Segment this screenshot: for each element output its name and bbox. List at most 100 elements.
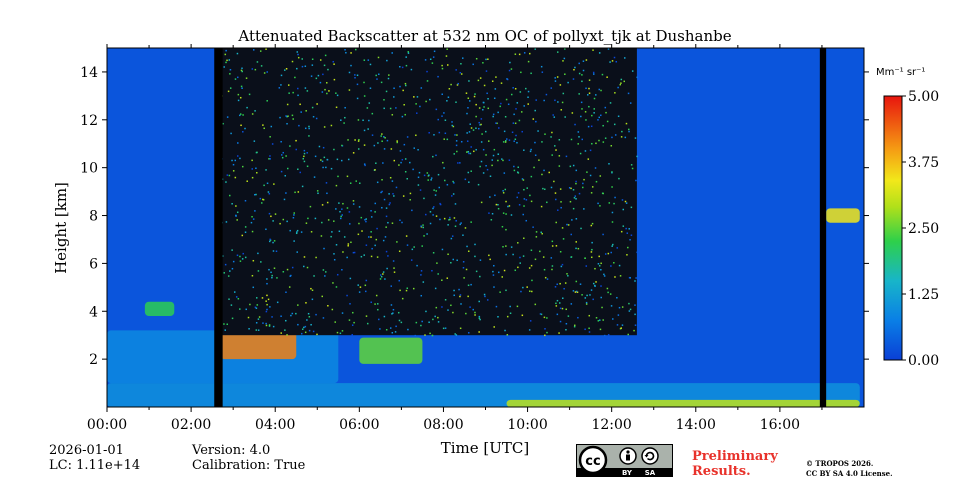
noise-speck — [257, 270, 260, 272]
noise-speck — [296, 229, 299, 232]
noise-speck — [425, 100, 427, 103]
noise-speck — [339, 332, 342, 335]
noise-speck — [407, 51, 410, 53]
noise-speck — [625, 122, 628, 125]
noise-speck — [362, 119, 364, 122]
noise-speck — [559, 282, 561, 285]
noise-speck — [445, 55, 448, 57]
noise-speck — [265, 48, 267, 50]
noise-speck — [508, 69, 511, 72]
noise-speck — [404, 82, 407, 85]
noise-speck — [570, 138, 573, 141]
noise-speck — [295, 312, 297, 315]
noise-speck — [401, 66, 404, 69]
noise-speck — [588, 327, 590, 330]
noise-speck — [339, 210, 341, 213]
noise-speck — [348, 71, 351, 74]
badge-by-text: BY — [622, 469, 633, 477]
noise-speck — [618, 306, 621, 309]
noise-speck — [371, 247, 373, 250]
noise-speck — [393, 87, 395, 90]
noise-speck — [293, 240, 295, 242]
noise-speck — [407, 52, 410, 54]
noise-speck — [406, 136, 409, 138]
noise-speck — [502, 192, 505, 194]
noise-speck — [555, 149, 557, 151]
noise-speck — [391, 52, 393, 54]
noise-speck — [276, 277, 278, 279]
noise-speck — [591, 241, 593, 244]
noise-speck — [562, 238, 565, 240]
noise-speck — [295, 139, 297, 142]
noise-speck — [352, 311, 354, 314]
noise-speck — [341, 312, 344, 314]
noise-speck — [556, 51, 559, 53]
noise-speck — [287, 167, 289, 170]
noise-speck — [226, 59, 228, 62]
noise-speck — [379, 328, 381, 330]
noise-speck — [336, 94, 339, 97]
noise-speck — [581, 294, 583, 296]
x-tick-label: 10:00 — [507, 417, 547, 433]
noise-speck — [545, 93, 548, 96]
noise-speck — [464, 178, 467, 181]
noise-speck — [387, 255, 389, 257]
noise-speck — [452, 193, 455, 195]
noise-speck — [383, 198, 386, 201]
noise-speck — [602, 124, 604, 127]
noise-speck — [509, 61, 511, 64]
noise-speck — [350, 64, 352, 67]
noise-speck — [522, 286, 524, 289]
noise-speck — [396, 241, 398, 243]
noise-speck — [626, 232, 629, 234]
noise-speck — [439, 218, 441, 221]
noise-speck — [355, 48, 357, 51]
noise-speck — [480, 160, 483, 163]
noise-speck — [303, 160, 306, 163]
noise-speck — [566, 223, 568, 226]
noise-speck — [460, 73, 463, 75]
noise-speck — [419, 189, 422, 191]
noise-speck — [473, 150, 475, 153]
noise-speck — [483, 101, 485, 104]
noise-speck — [510, 214, 513, 216]
noise-speck — [495, 203, 498, 206]
noise-speck — [505, 253, 507, 256]
noise-speck — [391, 331, 394, 334]
noise-speck — [616, 324, 619, 326]
heatmap-plot — [107, 48, 864, 407]
noise-speck — [325, 182, 328, 184]
noise-speck — [257, 318, 260, 320]
noise-speck — [425, 310, 427, 313]
noise-speck — [248, 93, 251, 96]
noise-speck — [541, 71, 544, 73]
noise-speck — [577, 143, 579, 145]
noise-speck — [621, 199, 624, 201]
noise-speck — [233, 291, 236, 293]
noise-speck — [405, 289, 408, 292]
noise-speck — [359, 182, 361, 185]
noise-speck — [578, 72, 581, 75]
noise-speck — [381, 190, 383, 193]
noise-speck — [550, 186, 553, 189]
noise-speck — [478, 331, 480, 333]
noise-speck — [401, 115, 404, 118]
noise-speck — [505, 289, 507, 292]
noise-speck — [330, 124, 333, 127]
noise-speck — [315, 256, 317, 259]
noise-speck — [617, 314, 620, 316]
noise-speck — [240, 69, 243, 72]
noise-speck — [228, 174, 231, 177]
noise-speck — [534, 141, 536, 144]
noise-speck — [546, 278, 549, 280]
noise-speck — [367, 128, 369, 130]
noise-speck — [530, 200, 533, 203]
noise-speck — [325, 166, 327, 169]
noise-speck — [263, 127, 265, 130]
y-tick-label: 2 — [89, 352, 98, 368]
noise-speck — [482, 172, 485, 174]
noise-speck — [382, 271, 385, 273]
noise-speck — [307, 312, 310, 315]
noise-speck — [230, 132, 232, 135]
noise-speck — [555, 302, 557, 305]
